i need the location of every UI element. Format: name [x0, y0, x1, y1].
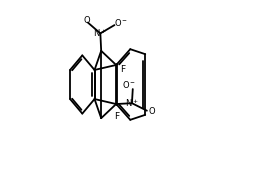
Text: $\mathrm{O}^-$: $\mathrm{O}^-$ [114, 17, 128, 28]
Text: $\mathrm{O}^-$: $\mathrm{O}^-$ [122, 79, 136, 90]
Text: $\mathrm{N}^+$: $\mathrm{N}^+$ [125, 97, 139, 109]
Text: $\mathrm{N}^+$: $\mathrm{N}^+$ [93, 28, 107, 39]
Text: F: F [114, 112, 119, 121]
Text: F: F [120, 65, 125, 74]
Text: O: O [149, 107, 155, 116]
Text: O: O [83, 16, 90, 25]
